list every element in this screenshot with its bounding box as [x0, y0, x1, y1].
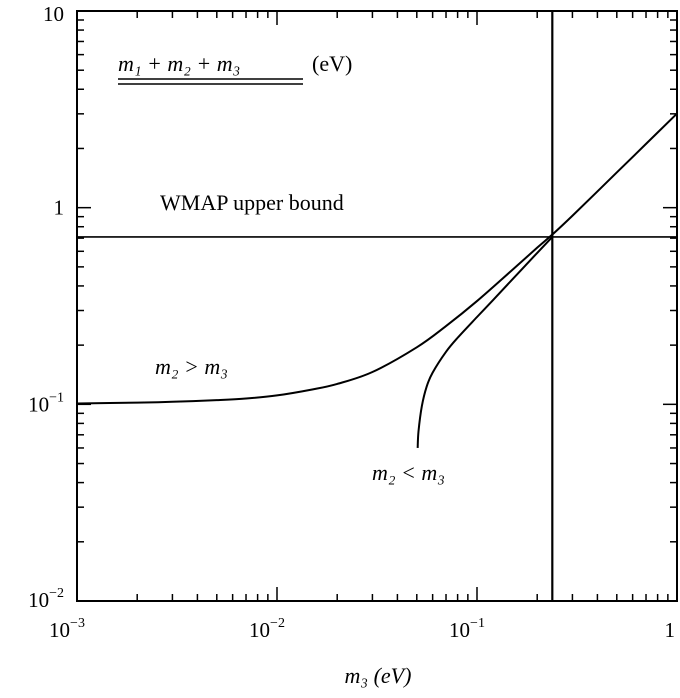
x-tick-label: 10−3 [49, 616, 85, 642]
x-tick-labels: 10−3 10−2 10−1 1 [49, 616, 675, 642]
x-tick-label: 1 [665, 618, 676, 642]
y-tick-label: 1 [54, 196, 65, 220]
data-series [76, 112, 678, 449]
y-tick-label: 10−1 [28, 390, 64, 416]
wmap-bound-label: WMAP upper bound [160, 190, 344, 215]
lower-branch-label: m₂ < m₃ [372, 460, 445, 485]
y-tick-labels: 10 1 10−1 10−2 [28, 2, 64, 612]
header-sum-label: m₁ + m₂ + m₃ [118, 51, 240, 76]
header-unit-label: (eV) [312, 51, 352, 76]
y-tick-label: 10−2 [28, 586, 64, 612]
axis-ticks [76, 10, 678, 602]
reference-lines [77, 11, 677, 601]
y-tick-label: 10 [43, 2, 64, 26]
x-tick-label: 10−1 [449, 616, 485, 642]
series-lower-branch [416, 236, 554, 449]
x-axis-title: m₃ (eV) [345, 663, 412, 688]
series-upper-branch [76, 112, 678, 405]
plot-frame [76, 10, 678, 602]
upper-branch-label: m₂ > m₃ [155, 354, 228, 379]
x-tick-label: 10−2 [249, 616, 285, 642]
